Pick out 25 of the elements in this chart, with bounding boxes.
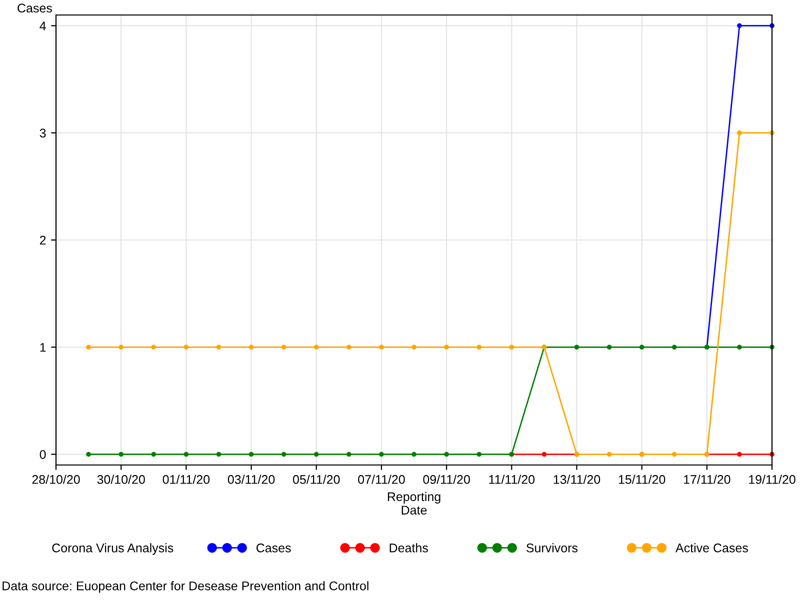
y-tick-label: 0 [40, 450, 46, 459]
y-tick-label: 2 [40, 236, 46, 245]
y-tick-label: 3 [40, 128, 46, 138]
legend-label: Active Cases [676, 543, 748, 552]
x-tick-label: 05/11/20 [292, 474, 340, 484]
y-tick-label: 4 [40, 22, 46, 30]
x-tick-label: 15/11/20 [618, 474, 666, 484]
legend-label: Cases [256, 544, 291, 552]
x-tick-label: 28/10/20 [32, 474, 80, 484]
y-axis-title: Cases [18, 4, 52, 13]
legend-title: Corona Virus Analysis [52, 543, 174, 555]
x-tick-label: 09/11/20 [423, 474, 470, 484]
x-tick-label: 17/11/20 [684, 474, 730, 484]
x-tick-label: 30/10/20 [97, 474, 145, 484]
x-tick-label: 03/11/20 [228, 474, 275, 484]
y-tick-label: 1 [40, 343, 46, 352]
x-axis-title: Reporting Date [388, 492, 440, 515]
x-tick-label: 19/11/20 [749, 474, 796, 484]
legend-label: Deaths [390, 543, 428, 552]
x-tick-label: 11/11/20 [489, 474, 535, 484]
x-tick-label: 01/11/20 [162, 474, 210, 484]
x-tick-label: 07/11/20 [358, 474, 405, 484]
x-tick-label: 13/11/20 [554, 474, 600, 484]
source-note: Data source: Euopean Center for Desease Prevention and Control [2, 581, 368, 593]
legend-label: Survivors [526, 543, 578, 552]
